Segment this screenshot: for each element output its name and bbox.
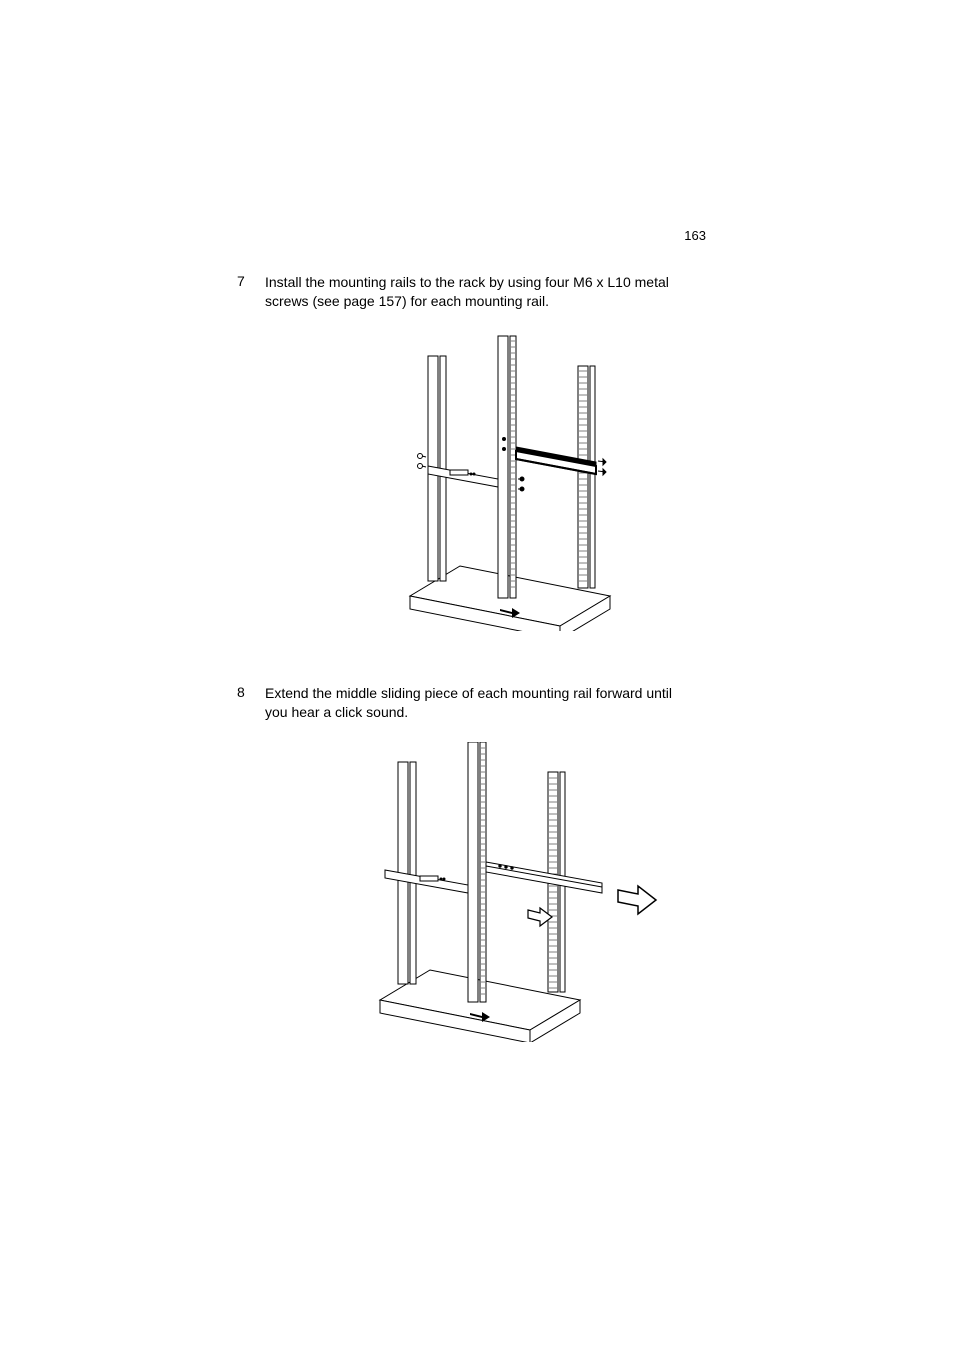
page-number: 163 (684, 228, 706, 243)
step-8: 8 Extend the middle sliding piece of eac… (235, 684, 764, 722)
step-number: 8 (235, 684, 265, 722)
rack-install-diagram (350, 331, 650, 631)
step-7: 7 Install the mounting rails to the rack… (235, 273, 764, 311)
page: 163 7 Install the mounting rails to the … (0, 0, 954, 1351)
figure-8 (235, 742, 764, 1047)
rack-extend-diagram (330, 742, 670, 1042)
step-text: Install the mounting rails to the rack b… (265, 273, 695, 311)
step-number: 7 (235, 273, 265, 311)
step-text: Extend the middle sliding piece of each … (265, 684, 695, 722)
figure-7 (235, 331, 764, 636)
